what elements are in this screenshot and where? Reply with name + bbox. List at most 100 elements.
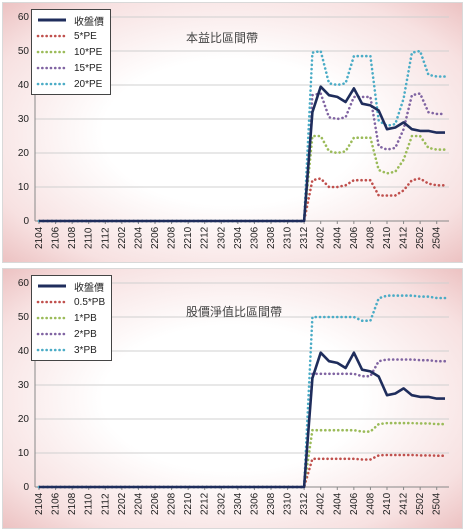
y-tick-label: 60: [18, 278, 30, 289]
x-tick-label: 2406: [349, 492, 360, 515]
x-tick-label: 2502: [415, 226, 426, 249]
x-tick-label: 2206: [150, 226, 161, 249]
x-tick-label: 2208: [167, 226, 178, 249]
y-tick-label: 30: [18, 114, 30, 125]
pe-chart-title: 本益比區間帶: [186, 31, 259, 45]
x-tick-label: 2210: [183, 492, 194, 515]
x-tick-label: 2310: [283, 492, 294, 515]
x-tick-label: 2410: [382, 226, 393, 249]
pb-chart-title: 股價淨值比區間帶: [186, 305, 283, 319]
x-tick-label: 2108: [67, 226, 78, 249]
legend-item: 收盤價: [36, 278, 105, 294]
legend-item: 0.5*PB: [36, 294, 105, 310]
x-tick-label: 2306: [249, 492, 260, 515]
legend-label: 0.5*PB: [74, 296, 106, 308]
y-tick-label: 40: [18, 346, 30, 357]
x-tick-label: 2308: [266, 492, 277, 515]
x-tick-label: 2312: [299, 492, 310, 515]
x-tick-label: 2106: [51, 492, 62, 515]
legend-swatch: [36, 300, 68, 304]
x-tick-label: 2406: [349, 226, 360, 249]
legend-swatch: [36, 66, 68, 70]
legend-item: 15*PE: [36, 60, 104, 76]
legend-label: 2*PB: [74, 328, 97, 340]
series-line: [37, 177, 447, 223]
x-tick-label: 2412: [399, 492, 410, 515]
x-tick-label: 2306: [249, 226, 260, 249]
x-tick-label: 2104: [34, 226, 45, 249]
x-tick-label: 2110: [84, 227, 95, 249]
x-tick-label: 2302: [216, 492, 227, 515]
x-tick-label: 2112: [100, 493, 111, 515]
legend-swatch: [36, 348, 68, 352]
x-tick-label: 2302: [216, 226, 227, 249]
x-tick-label: 2212: [200, 492, 211, 515]
legend-label: 3*PB: [74, 344, 97, 356]
legend-swatch: [36, 316, 68, 320]
x-tick-label: 2204: [133, 492, 144, 515]
y-tick-label: 20: [18, 414, 30, 425]
legend-item: 收盤價: [36, 12, 104, 28]
series-line: [37, 421, 447, 489]
legend-swatch: [38, 284, 66, 288]
y-tick-label: 50: [18, 312, 30, 323]
x-tick-label: 2402: [316, 492, 327, 515]
x-tick-label: 2408: [365, 492, 376, 515]
x-tick-label: 2408: [365, 226, 376, 249]
pe-band-chart: 0 10 20 30 40 50 60 2104 2106 2108 2110 2112 2202 220…: [18, 12, 449, 249]
y-tick-label: 10: [18, 182, 30, 193]
y-tick-label: 30: [18, 380, 30, 391]
pe-chart-legend: 收盤價 5*PE 10*PE 15*PE 20*PE: [31, 9, 111, 95]
x-tick-label: 2204: [133, 226, 144, 249]
x-tick-label: 2210: [183, 226, 194, 249]
x-tick-label: 2310: [283, 226, 294, 249]
x-tick-label: 2108: [67, 492, 78, 515]
x-tick-label: 2402: [316, 226, 327, 249]
x-tick-label: 2110: [84, 493, 95, 515]
x-tick-label: 2304: [233, 492, 244, 515]
x-tick-label: 2308: [266, 226, 277, 249]
x-tick-label: 2502: [415, 492, 426, 515]
x-tick-label: 2504: [432, 492, 443, 515]
pe-band-chart-panel: 0 10 20 30 40 50 60 2104 2106 2108 2110 2112 2202 220…: [2, 2, 463, 263]
x-tick-label: 2106: [51, 226, 62, 249]
x-tick-label: 2404: [332, 226, 343, 249]
x-tick-label: 2410: [382, 492, 393, 515]
x-tick-label: 2202: [117, 492, 128, 515]
legend-label: 1*PB: [74, 312, 97, 324]
legend-item: 3*PB: [36, 342, 105, 358]
legend-label: 15*PE: [74, 62, 103, 74]
x-tick-label: 2212: [200, 226, 211, 249]
x-tick-label: 2412: [399, 226, 410, 249]
x-tick-label: 2404: [332, 492, 343, 515]
legend-swatch: [38, 18, 66, 22]
pb-chart-legend: 收盤價 0.5*PB 1*PB 2*PB 3*PB: [31, 275, 113, 361]
x-tick-label: 2104: [34, 492, 45, 515]
series-line: [39, 85, 445, 223]
y-tick-label: 40: [18, 80, 30, 91]
legend-label: 20*PE: [74, 78, 103, 90]
x-tick-label: 2206: [150, 492, 161, 515]
pb-band-chart-panel: 0 10 20 30 40 50 60 2104 2106 2108 2110 2112 2202 220…: [2, 268, 463, 529]
x-tick-label: 2504: [432, 226, 443, 249]
x-tick-label: 2304: [233, 226, 244, 249]
y-tick-label: 50: [18, 46, 30, 57]
legend-swatch: [36, 34, 68, 38]
legend-label: 10*PE: [74, 46, 103, 58]
x-tick-label: 2112: [100, 227, 111, 249]
legend-swatch: [36, 50, 68, 54]
y-tick-label: 0: [23, 482, 29, 493]
legend-item: 20*PE: [36, 76, 104, 92]
legend-label: 收盤價: [74, 282, 104, 294]
legend-item: 1*PB: [36, 310, 105, 326]
y-tick-label: 20: [18, 148, 30, 159]
y-tick-label: 0: [23, 216, 29, 227]
x-tick-label: 2202: [117, 226, 128, 249]
y-tick-label: 10: [18, 448, 30, 459]
y-tick-label: 60: [18, 12, 30, 23]
legend-label: 5*PE: [74, 30, 97, 42]
legend-swatch: [36, 332, 68, 336]
series-line: [39, 351, 445, 489]
x-tick-label: 2312: [299, 226, 310, 249]
legend-item: 2*PB: [36, 326, 105, 342]
